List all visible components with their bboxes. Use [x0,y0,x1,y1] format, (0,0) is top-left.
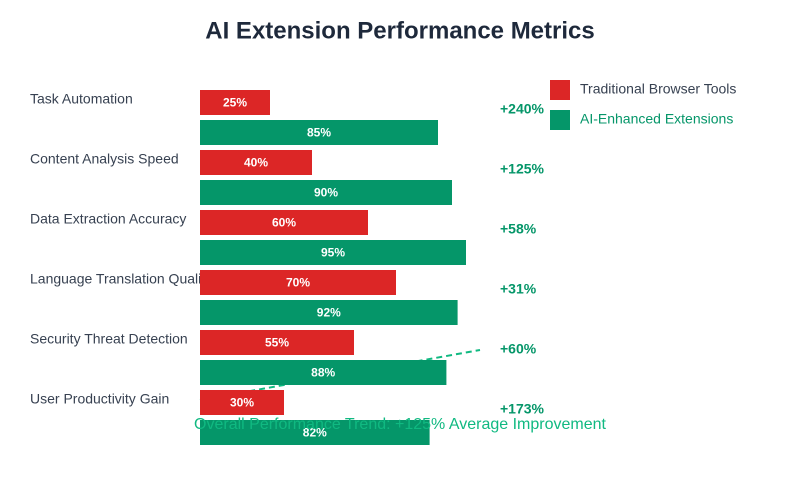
category-label: Task Automation [30,91,133,107]
improvement-label: +31% [500,281,537,297]
category-label: Language Translation Quality [30,271,212,287]
legend-swatch [550,110,570,130]
bar [200,270,396,295]
bar [200,90,270,115]
legend-swatch [550,80,570,100]
value-label: 40% [244,156,268,170]
category-label: Content Analysis Speed [30,151,179,167]
bar [200,360,447,385]
bar [200,150,312,175]
bar [200,240,466,265]
bar [200,330,354,355]
category-label: User Productivity Gain [30,391,169,407]
improvement-label: +60% [500,341,537,357]
value-label: 88% [311,366,335,380]
category-label: Data Extraction Accuracy [30,211,186,227]
value-label: 82% [303,426,327,440]
bar [200,390,284,415]
improvement-label: +125% [500,161,545,177]
bar [200,210,368,235]
value-label: 85% [307,126,331,140]
bar [200,420,430,445]
value-label: 90% [314,186,338,200]
improvement-label: +240% [500,101,545,117]
improvement-label: +173% [500,401,545,417]
trend-label: Overall Performance Trend: +125% Average… [194,416,606,433]
category-label: Security Threat Detection [30,331,188,347]
value-label: 25% [223,96,247,110]
chart-title: AI Extension Performance Metrics [205,17,594,44]
bar [200,300,458,325]
value-label: 92% [317,306,341,320]
value-label: 60% [272,216,296,230]
legend-label: Traditional Browser Tools [580,81,736,97]
bar [200,120,438,145]
value-label: 30% [230,396,254,410]
legend-label: AI-Enhanced Extensions [580,111,733,127]
value-label: 95% [321,246,345,260]
value-label: 55% [265,336,289,350]
improvement-label: +58% [500,221,537,237]
value-label: 70% [286,276,310,290]
bar [200,180,452,205]
